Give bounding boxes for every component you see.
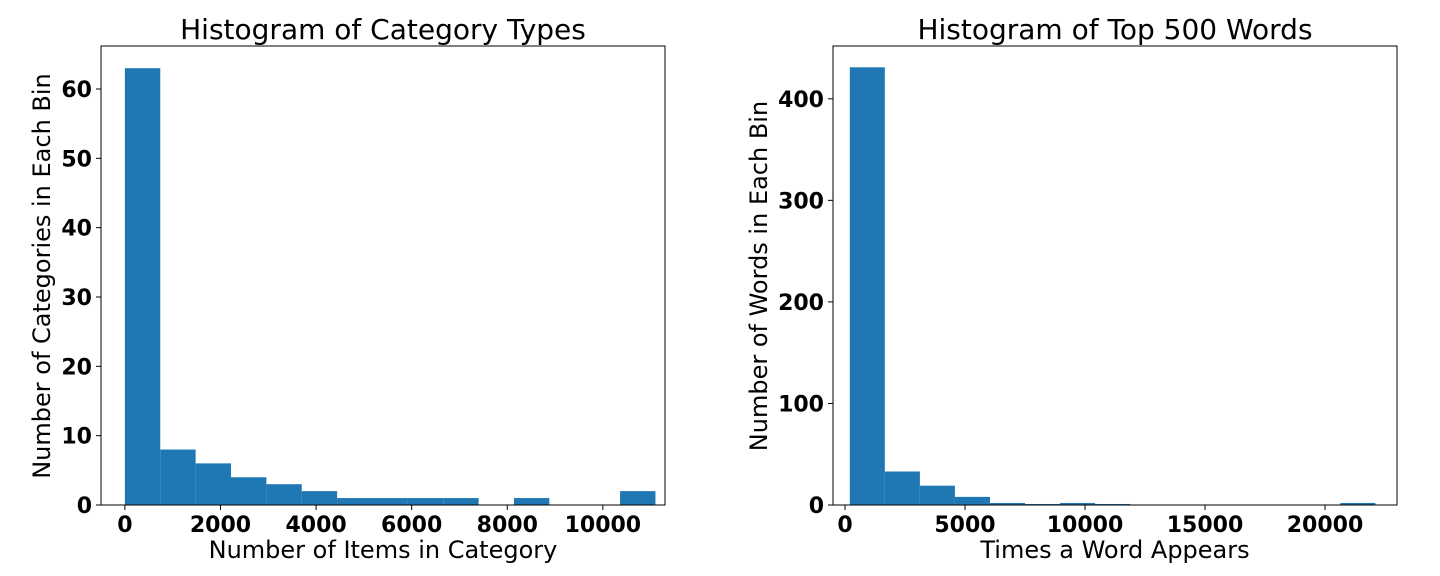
x-tick-label: 2000 — [190, 513, 251, 538]
axes-frame — [832, 45, 1398, 506]
histogram-bar — [513, 498, 550, 505]
x-tick-label: 0 — [837, 513, 852, 538]
y-tick-label: 300 — [778, 189, 824, 214]
x-tick-label: 8000 — [477, 513, 538, 538]
histogram-bar — [124, 68, 161, 505]
y-tick-label: 60 — [61, 78, 92, 103]
y-tick-label: 50 — [61, 147, 92, 172]
histogram-bar — [1340, 502, 1376, 505]
histogram-bar — [407, 498, 444, 505]
axes-frame — [100, 45, 666, 506]
plot-area: 0 5000 10000 15000 20000 0 100 200 300 400 — [778, 45, 1398, 538]
x-tick-label: 10000 — [1047, 513, 1124, 538]
x-axis-label: Number of Items in Category — [209, 536, 558, 564]
y-tick-label: 20 — [61, 355, 92, 380]
chart-top-500-words: Histogram of Top 500 Words 0 5000 10000 150… — [745, 13, 1398, 564]
histogram-bar — [337, 498, 373, 505]
histogram-bar — [1060, 502, 1096, 505]
y-tick-label: 100 — [778, 392, 824, 417]
y-tick-label: 40 — [61, 217, 92, 242]
chart-title: Histogram of Category Types — [180, 13, 586, 46]
histogram-bar — [443, 498, 479, 505]
histogram-bar — [372, 498, 408, 505]
histogram-bar — [849, 67, 885, 505]
histogram-bar — [884, 471, 920, 505]
histogram-bar — [1025, 503, 1061, 505]
x-tick-label: 15000 — [1167, 513, 1244, 538]
x-tick-label: 0 — [117, 513, 132, 538]
y-tick-label: 0 — [809, 494, 824, 519]
y-axis-label: Number of Categories in Each Bin — [28, 73, 56, 479]
histogram-bar — [954, 496, 990, 505]
histogram-bar — [231, 477, 267, 505]
histogram-bar — [195, 463, 232, 505]
x-axis-label: Times a Word Appears — [979, 536, 1249, 564]
histogram-bar — [1095, 503, 1131, 505]
y-tick-label: 200 — [778, 291, 824, 316]
chart-category-types: Histogram of Category Types 0 2000 4000 600… — [28, 13, 666, 564]
x-tick-label: 4000 — [285, 513, 346, 538]
x-tick-label: 20000 — [1287, 513, 1364, 538]
histogram-bar — [266, 484, 302, 505]
y-tick-label: 10 — [61, 425, 92, 450]
histogram-bar — [301, 491, 338, 505]
x-tick-label: 5000 — [934, 513, 995, 538]
chart-title: Histogram of Top 500 Words — [917, 13, 1312, 46]
histogram-bar — [919, 485, 955, 505]
y-tick-label: 30 — [61, 286, 92, 311]
histogram-bar — [160, 449, 196, 505]
x-tick-label: 6000 — [381, 513, 442, 538]
y-tick-label: 400 — [778, 88, 824, 113]
y-axis-label: Number of Words in Each Bin — [745, 101, 773, 451]
x-tick-label: 10000 — [565, 513, 642, 538]
y-tick-label: 0 — [77, 494, 92, 519]
histogram-bar — [620, 491, 656, 505]
histogram-bar — [989, 502, 1025, 505]
plot-area: 0 2000 4000 6000 8000 10000 0 10 20 30 40 50 60 — [61, 45, 666, 538]
